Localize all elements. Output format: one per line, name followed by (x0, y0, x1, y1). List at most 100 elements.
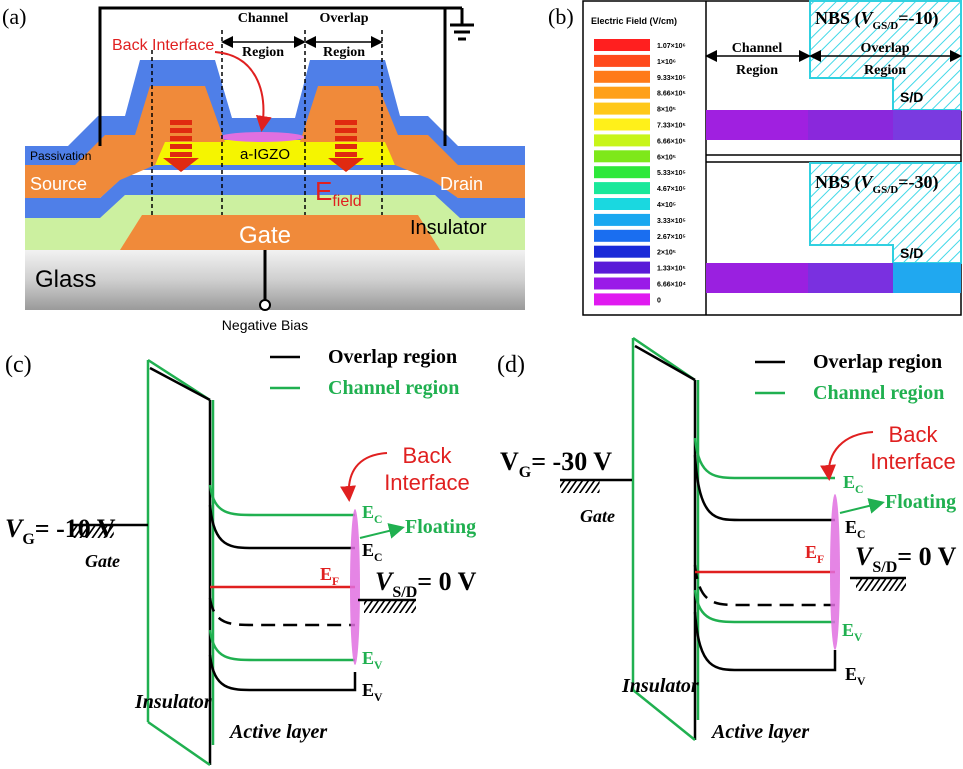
overlap-band (808, 110, 893, 140)
label-part: Interface (870, 449, 956, 474)
legend-label-part: 1.07×10⁶ (657, 43, 686, 50)
field-arrows (335, 136, 357, 141)
label-part: E (842, 620, 854, 640)
label: Active layer (710, 721, 809, 743)
legend-label-part: 4.67×10⁵ (657, 186, 686, 193)
legend-label: 4.67×10⁵ (657, 186, 686, 193)
label-part: V (374, 659, 383, 672)
label-part: =-10) (898, 8, 938, 29)
label: Insulator (621, 675, 699, 697)
label: Interface (870, 449, 956, 474)
label-part: field (332, 193, 361, 210)
label-part: Gate (580, 506, 615, 526)
ground-hatch (364, 600, 416, 613)
label-part: Floating (405, 516, 476, 538)
band-edge (210, 505, 355, 548)
ground-hatch (560, 480, 600, 493)
label: Back (889, 422, 939, 447)
label: S/D (900, 245, 923, 261)
label-part: Interface (384, 470, 470, 495)
label: a-IGZO (240, 146, 290, 163)
label: EC (843, 472, 863, 496)
label-part: V (374, 691, 383, 704)
band-edge (210, 485, 355, 515)
label-part: E (843, 472, 855, 492)
band-edge (695, 438, 835, 478)
label-part: E (845, 664, 857, 684)
label: EV (845, 664, 866, 688)
field-arrows (335, 152, 357, 157)
label-part: C (857, 528, 865, 541)
arrow (840, 503, 881, 513)
legend-label: 8.66×10⁵ (657, 91, 686, 98)
label: EV (842, 620, 863, 644)
band-edge (210, 598, 355, 625)
legend-label: 1.07×10⁶ (657, 43, 686, 50)
label: EC (362, 540, 382, 564)
field-arrows (170, 136, 192, 141)
legend-label-part: 8×10⁵ (657, 107, 676, 114)
legend-label-part: 6×10⁵ (657, 154, 676, 161)
label: Glass (35, 266, 96, 293)
label-part: E (362, 680, 374, 700)
label-part: E (805, 542, 817, 562)
label-part: GS/D (873, 184, 899, 196)
legend-swatch (594, 230, 650, 242)
band-edge (695, 455, 835, 520)
label: Gate (85, 551, 120, 571)
legend-swatch (594, 293, 650, 305)
label: Gate (239, 222, 291, 249)
label: VS/D= 0 V (855, 542, 957, 576)
label: EC (845, 517, 865, 541)
insulator-edge (148, 722, 210, 765)
legend-label-part: 4×10⁵ (657, 202, 676, 209)
legend-swatch (594, 182, 650, 194)
label-part: NBS ( (815, 172, 861, 193)
legend-label-part: Overlap region (328, 346, 457, 368)
glass-layer (25, 250, 525, 310)
label-part: C (374, 551, 382, 564)
label-part: E (320, 564, 332, 584)
field-arrows (170, 120, 192, 125)
legend-swatch (594, 119, 650, 131)
legend-label-part: 9.33×10⁵ (657, 75, 686, 82)
sd-band (893, 263, 961, 293)
label-part: G (519, 464, 532, 481)
legend-label-part: Channel region (813, 382, 944, 404)
legend-label: 2.67×10⁵ (657, 234, 686, 241)
label-part: C (855, 483, 863, 496)
legend-label: 7.33×10⁵ (657, 123, 686, 130)
label: Back Interface (112, 37, 214, 54)
label: Channel (732, 41, 783, 56)
legend-label: 6.66×10⁵ (657, 138, 686, 145)
legend-label: 1×10⁶ (657, 59, 676, 66)
label-part: V (500, 447, 519, 476)
label: Region (242, 45, 284, 60)
legend-title: Electric Field (V/cm) (591, 16, 677, 26)
label-part: E (362, 540, 374, 560)
label-part: E (362, 502, 374, 522)
label: Overlap (861, 41, 910, 56)
label: Insulator (410, 217, 487, 239)
legend-label-part: 2.67×10⁵ (657, 234, 686, 241)
label-part: S/D (392, 584, 417, 601)
figure: (a) Back Interface Channel Region Overla… (0, 0, 963, 769)
label-part: F (332, 575, 339, 588)
panel-label: (b) (548, 4, 574, 29)
legend-swatch (594, 39, 650, 51)
label: Region (864, 63, 906, 78)
label-part: Floating (885, 491, 956, 513)
label-part: Insulator (621, 675, 699, 697)
legend-label: 5.33×10⁵ (657, 170, 686, 177)
label: Negative Bias (222, 317, 308, 333)
label-part: E (845, 517, 857, 537)
label-part: Active layer (228, 721, 327, 743)
label-part: E (362, 648, 374, 668)
label-part: Gate (85, 551, 120, 571)
label-part: GS/D (873, 20, 899, 32)
legend-label: 0 (657, 297, 661, 304)
panel-b: (b) Electric Field (V/cm) Channel Region… (548, 1, 961, 315)
field-arrows (170, 152, 192, 157)
label: Drain (440, 174, 483, 194)
legend-swatch (594, 103, 650, 115)
